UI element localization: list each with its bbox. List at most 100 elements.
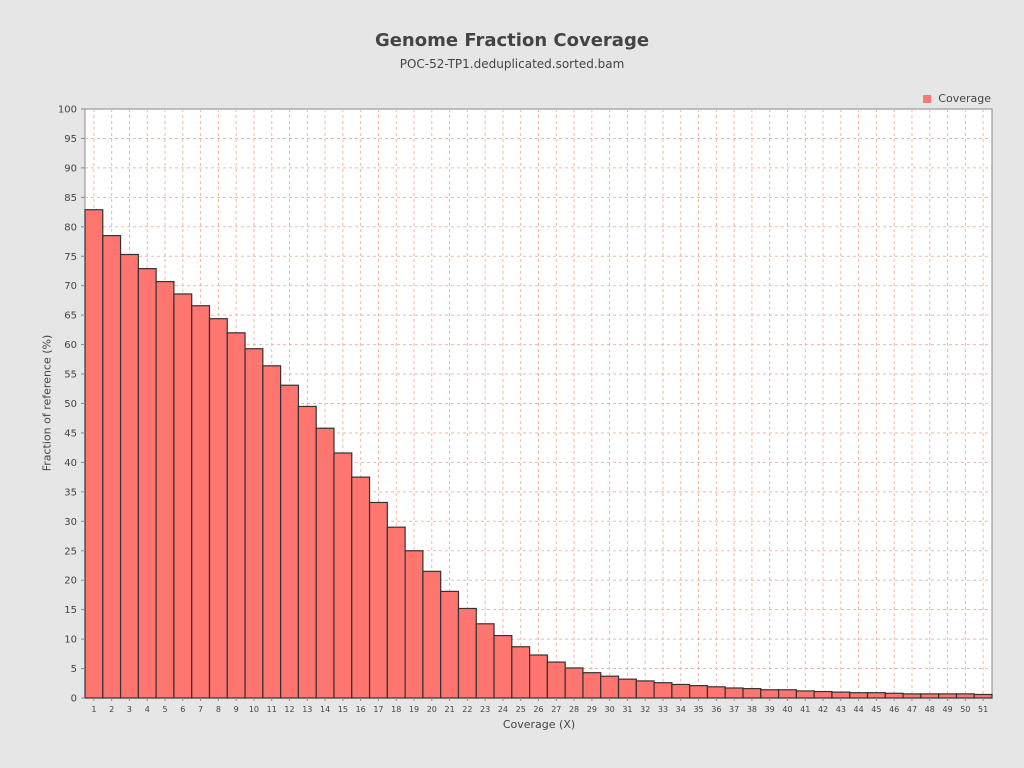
y-tick-label: 80 — [64, 222, 77, 233]
y-tick-label: 25 — [64, 546, 77, 557]
x-tick-label: 43 — [836, 705, 846, 714]
x-tick-label: 40 — [782, 705, 792, 714]
bar-25 — [511, 646, 531, 699]
x-tick-label: 10 — [249, 705, 259, 714]
bar-47 — [902, 693, 922, 699]
bars — [84, 209, 993, 699]
x-tick-label: 41 — [800, 705, 810, 714]
x-tick-label: 27 — [551, 705, 561, 714]
y-tick-label: 70 — [64, 281, 77, 292]
x-tick-label: 42 — [818, 705, 828, 714]
bar-13 — [297, 405, 317, 699]
x-tick-label: 6 — [180, 705, 185, 714]
bar-23 — [475, 623, 495, 699]
x-tick-label: 2 — [109, 705, 114, 714]
x-tick-label: 13 — [302, 705, 312, 714]
bar-30 — [600, 675, 620, 699]
y-tick-label: 95 — [64, 134, 77, 145]
bar-37 — [724, 687, 744, 699]
bar-46 — [884, 692, 904, 699]
x-tick-label: 44 — [854, 705, 864, 714]
x-tick-label: 9 — [234, 705, 239, 714]
x-tick-label: 8 — [216, 705, 221, 714]
bar-32 — [635, 680, 655, 699]
x-tick-label: 38 — [747, 705, 757, 714]
y-tick-label: 15 — [64, 605, 77, 616]
bar-10 — [244, 348, 264, 699]
legend-label: Coverage — [938, 92, 991, 105]
x-tick-label: 21 — [444, 705, 454, 714]
x-tick-label: 49 — [942, 705, 952, 714]
bar-38 — [742, 687, 762, 699]
x-axis-ticks: 1 2 3 4 5 6 7 8 9 10 11 12 13 14 15 16 17 18 19 20 21 22 23 24 2… — [91, 698, 988, 714]
x-tick-label: 24 — [498, 705, 508, 714]
x-tick-label: 28 — [569, 705, 579, 714]
bar-39 — [760, 689, 780, 699]
x-tick-label: 19 — [409, 705, 419, 714]
x-tick-label: 45 — [871, 705, 881, 714]
y-axis-ticks: 0 5 10 15 20 25 30 35 40 45 50 55 60 65 70 75 80 85 90 95 10… — [58, 105, 85, 705]
y-tick-label: 50 — [64, 399, 77, 410]
bar-2 — [102, 235, 122, 699]
bar-41 — [795, 690, 815, 699]
bar-15 — [333, 452, 353, 699]
x-tick-label: 16 — [356, 705, 366, 714]
x-tick-label: 50 — [960, 705, 970, 714]
y-tick-label: 10 — [64, 635, 77, 646]
bar-36 — [706, 686, 726, 699]
bar-9 — [226, 332, 246, 699]
y-tick-label: 100 — [58, 105, 77, 116]
x-tick-label: 15 — [338, 705, 348, 714]
x-tick-label: 51 — [978, 705, 988, 714]
bar-4 — [137, 268, 157, 699]
x-tick-label: 3 — [127, 705, 132, 714]
x-tick-label: 33 — [658, 705, 668, 714]
x-axis-label: Coverage (X) — [502, 718, 576, 731]
x-tick-label: 31 — [622, 705, 632, 714]
x-tick-label: 37 — [729, 705, 739, 714]
bar-20 — [422, 570, 442, 699]
y-tick-label: 40 — [64, 458, 77, 469]
y-tick-label: 85 — [64, 193, 77, 204]
bar-48 — [920, 693, 940, 699]
bar-7 — [191, 305, 211, 699]
x-tick-label: 36 — [711, 705, 721, 714]
x-tick-label: 12 — [284, 705, 294, 714]
bar-34 — [671, 683, 691, 699]
legend: Coverage — [923, 92, 991, 105]
x-tick-label: 20 — [427, 705, 437, 714]
chart-title: Genome Fraction Coverage — [374, 30, 650, 51]
y-axis-label: Fraction of reference (%) — [40, 334, 54, 472]
x-tick-label: 30 — [605, 705, 615, 714]
x-tick-label: 17 — [373, 705, 383, 714]
x-tick-label: 48 — [925, 705, 935, 714]
x-tick-label: 5 — [162, 705, 167, 714]
bar-14 — [315, 427, 335, 699]
y-tick-label: 75 — [64, 252, 77, 263]
x-tick-label: 22 — [462, 705, 472, 714]
bar-29 — [582, 672, 602, 699]
x-tick-label: 47 — [907, 705, 917, 714]
bar-31 — [617, 678, 637, 699]
bar-21 — [440, 590, 460, 699]
bar-11 — [262, 365, 282, 699]
x-tick-label: 18 — [391, 705, 401, 714]
y-tick-label: 90 — [64, 163, 77, 174]
bar-27 — [546, 661, 566, 699]
bar-28 — [564, 667, 584, 699]
bar-22 — [457, 607, 477, 699]
y-tick-label: 35 — [64, 487, 77, 498]
bar-49 — [938, 693, 958, 699]
bar-50 — [955, 693, 975, 699]
x-tick-label: 29 — [587, 705, 597, 714]
bar-26 — [529, 654, 548, 699]
x-tick-label: 39 — [765, 705, 775, 714]
y-tick-label: 30 — [64, 517, 77, 528]
bar-35 — [689, 685, 709, 699]
bar-1 — [84, 209, 104, 699]
chart-subtitle: POC-52-TP1.deduplicated.sorted.bam — [399, 57, 625, 71]
bar-24 — [493, 634, 513, 699]
bar-12 — [280, 384, 300, 699]
bar-51 — [973, 693, 993, 699]
